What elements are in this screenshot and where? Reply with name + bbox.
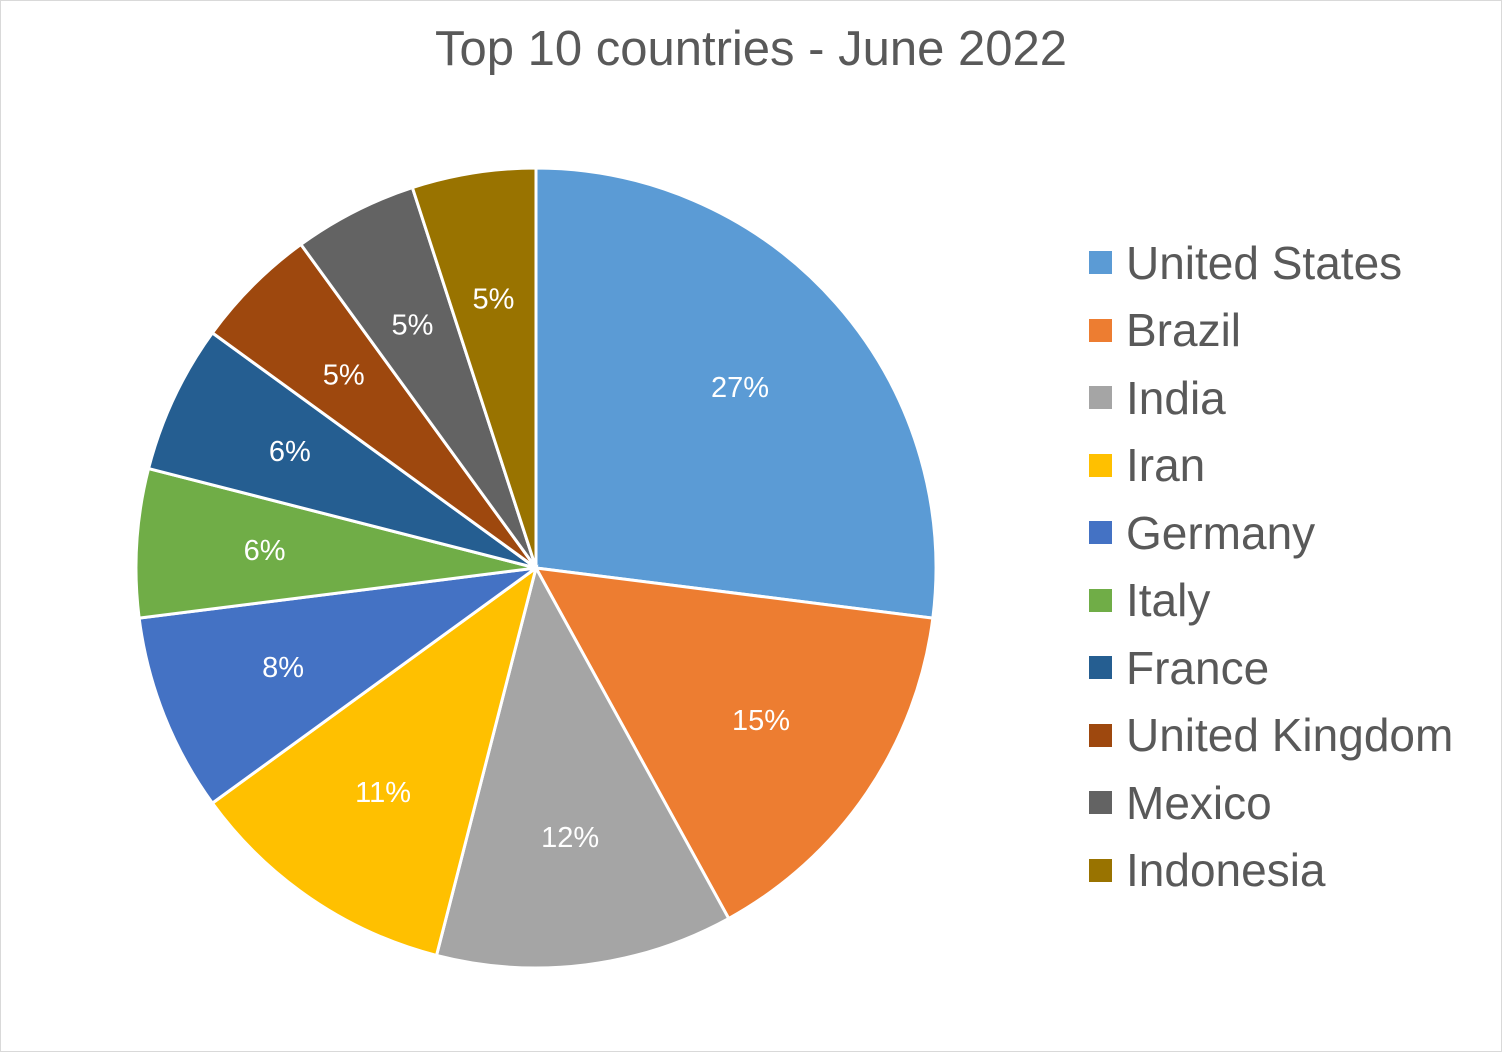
legend-item-iran: Iran — [1089, 432, 1499, 500]
pie-data-labels: 27% 15% 12% 11% 8% 6% 6% 5% 5% 5% — [244, 283, 790, 854]
data-label-brazil: 15% — [732, 705, 790, 737]
data-label-united-states: 27% — [711, 372, 769, 404]
pie-slice-india — [434, 563, 731, 970]
legend-item-united-kingdom: United Kingdom — [1089, 702, 1499, 770]
pie-slice-france — [146, 330, 537, 570]
pie-slice-germany — [137, 566, 537, 806]
legend-label: Indonesia — [1126, 844, 1326, 897]
legend-swatch — [1089, 386, 1112, 410]
legend: United States Brazil India Iran Germany Italy… — [1089, 229, 1499, 904]
legend-label: United States — [1126, 236, 1403, 289]
pie-slice-united-states — [534, 166, 938, 620]
legend-item-united-states: United States — [1089, 229, 1499, 297]
data-label-germany: 8% — [262, 652, 304, 684]
data-label-mexico: 5% — [392, 310, 434, 342]
data-label-indonesia: 5% — [472, 283, 514, 315]
chart-title: Top 10 countries - June 2022 — [435, 22, 1067, 76]
legend-swatch — [1089, 656, 1112, 680]
legend-swatch — [1089, 588, 1112, 612]
pie-slice-indonesia — [410, 166, 538, 569]
legend-label: Germany — [1126, 506, 1316, 559]
legend-label: Italy — [1126, 574, 1211, 627]
legend-label: Brazil — [1126, 304, 1242, 357]
legend-item-india: India — [1089, 364, 1499, 432]
legend-label: Mexico — [1126, 776, 1272, 829]
legend-swatch — [1089, 791, 1112, 815]
data-label-iran: 11% — [355, 777, 411, 809]
legend-swatch — [1089, 453, 1112, 477]
data-label-italy: 6% — [244, 535, 286, 567]
legend-swatch — [1089, 251, 1112, 275]
data-label-united-kingdom: 5% — [323, 360, 365, 392]
legend-item-italy: Italy — [1089, 567, 1499, 635]
legend-item-brazil: Brazil — [1089, 297, 1499, 365]
legend-label: United Kingdom — [1126, 709, 1454, 762]
legend-item-germany: Germany — [1089, 499, 1499, 567]
legend-label: Iran — [1126, 439, 1206, 492]
pie-slice-brazil — [533, 566, 935, 921]
data-label-india: 12% — [541, 822, 599, 854]
pie-slice-italy — [134, 466, 537, 620]
legend-swatch — [1089, 521, 1112, 545]
legend-label: India — [1126, 371, 1226, 424]
legend-item-france: France — [1089, 634, 1499, 702]
legend-swatch — [1089, 723, 1112, 747]
pie-slices — [134, 166, 938, 970]
legend-item-mexico: Mexico — [1089, 769, 1499, 837]
legend-swatch — [1089, 318, 1112, 342]
pie-slice-iran — [210, 564, 539, 958]
data-label-france: 6% — [269, 436, 311, 468]
legend-swatch — [1089, 858, 1112, 882]
legend-label: France — [1126, 641, 1270, 694]
legend-item-indonesia: Indonesia — [1089, 837, 1499, 905]
